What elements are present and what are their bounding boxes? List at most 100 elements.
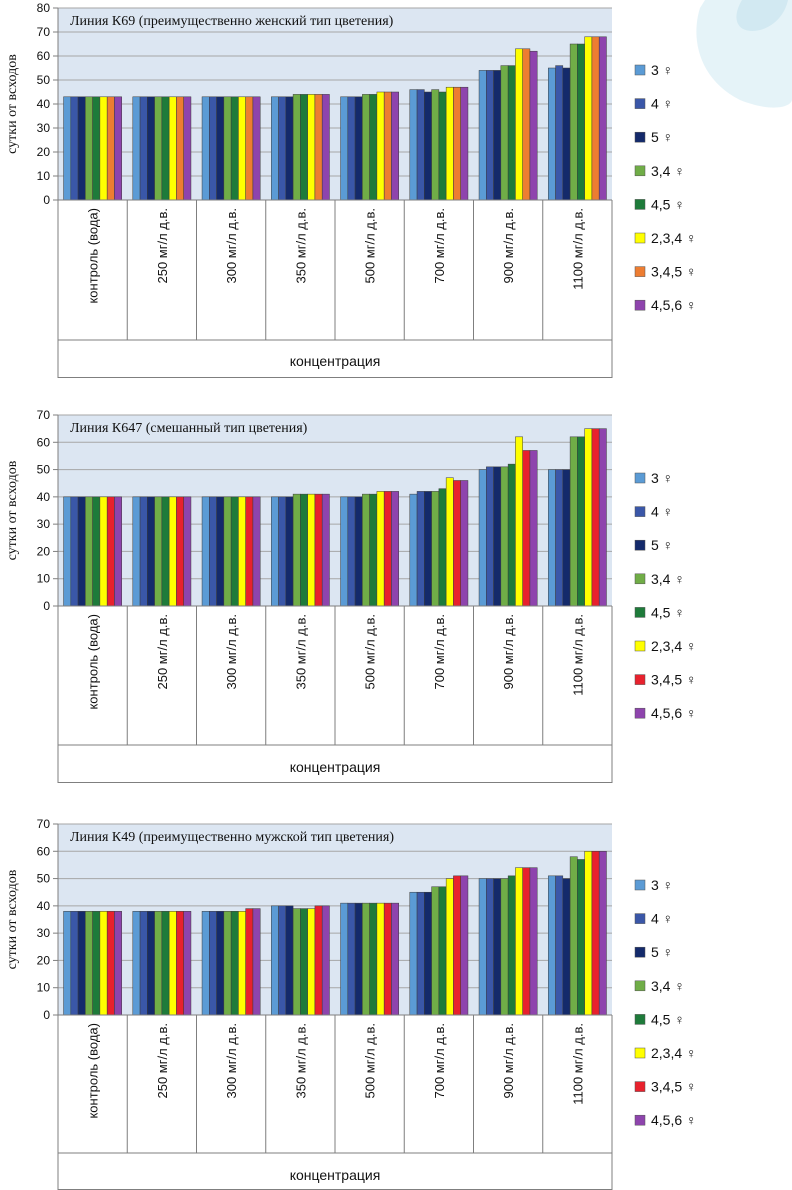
legend-swatch [634, 879, 646, 891]
bar [285, 96, 294, 201]
bar [445, 477, 454, 607]
legend-entry: 3,4,5 ♀ [651, 264, 697, 280]
y-tick-label: 60 [37, 49, 51, 63]
bar [376, 91, 385, 201]
bar [99, 96, 108, 201]
bar [478, 878, 487, 1016]
legend-entry: 3,4 ♀ [651, 163, 685, 179]
bar [347, 96, 356, 201]
bar [201, 911, 210, 1016]
legend-swatch [634, 64, 646, 76]
bar [486, 878, 494, 1016]
bar [431, 89, 440, 201]
legend-swatch [634, 506, 646, 517]
bar [252, 496, 261, 607]
legend-entry: 3 ♀ [651, 62, 673, 78]
y-tick-label: 20 [37, 953, 51, 967]
bar [70, 96, 79, 201]
y-tick-label: 70 [37, 25, 51, 39]
legend-swatch [634, 1081, 646, 1092]
legend-swatch [634, 232, 646, 244]
legend-swatch [634, 573, 646, 585]
bar [562, 469, 571, 607]
bar [223, 496, 232, 607]
bar [321, 493, 330, 607]
bar [106, 496, 115, 607]
bar [591, 428, 600, 607]
category-label: 300 мг/л д.в. [224, 1023, 239, 1099]
bar [77, 96, 86, 201]
bar [340, 902, 349, 1016]
bar [445, 878, 454, 1016]
bar [431, 886, 440, 1016]
bar [460, 875, 469, 1016]
bar [548, 67, 556, 201]
y-tick-label: 70 [37, 817, 51, 831]
bar [245, 496, 254, 607]
y-tick-label: 0 [43, 599, 50, 613]
bar [147, 911, 155, 1016]
bar [591, 36, 600, 201]
legend-entry: 3,4 ♀ [651, 978, 685, 994]
bar [201, 496, 210, 607]
legend-swatch [634, 165, 646, 177]
bar [569, 43, 578, 201]
bar [230, 911, 239, 1016]
bar [362, 902, 370, 1016]
category-label: контроль (вода) [86, 1023, 101, 1119]
bar [507, 463, 516, 607]
bar [354, 902, 363, 1016]
bar [238, 496, 246, 607]
bar [529, 450, 538, 607]
category-label: 350 мг/л д.в. [293, 208, 308, 284]
bar [209, 911, 217, 1016]
bar [453, 86, 461, 201]
bar [63, 496, 72, 607]
category-label: 500 мг/л д.в. [363, 208, 378, 284]
bar [584, 36, 593, 201]
bar [562, 878, 571, 1016]
category-label: 900 мг/л д.в. [501, 1023, 516, 1099]
y-axis-label: сутки от всходов [5, 869, 20, 969]
bar [445, 86, 454, 201]
y-tick-label: 50 [37, 463, 51, 477]
bar [409, 493, 418, 607]
legend-swatch [634, 674, 646, 685]
bar [285, 905, 294, 1016]
bar [223, 911, 232, 1016]
bar [369, 493, 378, 607]
chart-title: Линия К647 (смешанный тип цветения) [70, 421, 308, 436]
bar [486, 466, 494, 607]
bar [106, 911, 115, 1016]
bar [176, 96, 184, 201]
bar [92, 96, 101, 201]
bar [478, 70, 487, 201]
bar [300, 493, 308, 607]
bar [85, 496, 93, 607]
bar [321, 94, 330, 201]
category-label: 350 мг/л д.в. [293, 1023, 308, 1099]
bar [154, 496, 163, 607]
bar [515, 48, 523, 201]
bar [183, 496, 192, 607]
bar [168, 911, 177, 1016]
bar [591, 851, 600, 1016]
legend-entry: 3,4 ♀ [651, 571, 685, 587]
bar [271, 96, 279, 201]
bar [577, 436, 585, 607]
category-label: контроль (вода) [86, 614, 101, 710]
bar [391, 902, 399, 1016]
bar [132, 96, 141, 201]
bar [314, 905, 323, 1016]
legend-swatch [634, 131, 646, 143]
bar [147, 96, 155, 201]
legend-swatch [634, 607, 646, 618]
legend-swatch [634, 539, 646, 551]
y-tick-label: 50 [37, 872, 51, 886]
bar [216, 496, 225, 607]
bar [147, 496, 155, 607]
legend-entry: 4,5 ♀ [651, 604, 685, 620]
bar [292, 94, 301, 201]
bar [209, 496, 217, 607]
bar [347, 902, 356, 1016]
